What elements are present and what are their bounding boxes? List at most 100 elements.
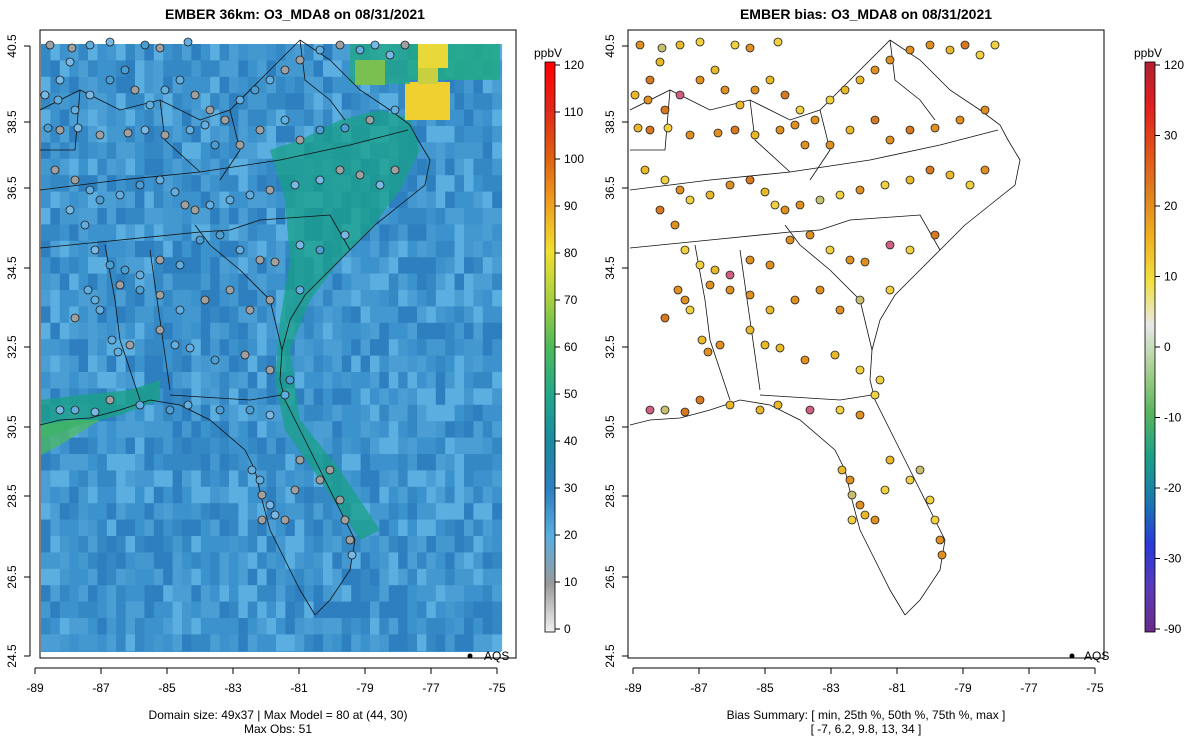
grid-cell bbox=[59, 273, 70, 291]
grid-cell bbox=[219, 44, 230, 61]
obs-site-marker bbox=[135, 400, 145, 410]
grid-cell bbox=[464, 126, 474, 143]
grid-cell bbox=[116, 601, 127, 619]
right-caption-1: Bias Summary: [ min, 25th %, 50th %, 75t… bbox=[726, 708, 1006, 722]
grid-cell bbox=[492, 486, 503, 504]
grid-cell bbox=[454, 273, 465, 291]
grid-cell bbox=[219, 503, 230, 521]
obs-site-marker bbox=[265, 410, 275, 420]
grid-cell bbox=[163, 76, 174, 94]
grid-cell bbox=[266, 339, 277, 357]
grid-cell bbox=[210, 503, 221, 521]
grid-cell bbox=[482, 224, 493, 242]
grid-cell bbox=[464, 290, 474, 307]
grid-cell bbox=[191, 536, 202, 553]
grid-cell bbox=[200, 437, 211, 455]
bias-site-marker bbox=[845, 255, 855, 265]
grid-cell bbox=[238, 175, 249, 193]
grid-cell bbox=[332, 109, 343, 127]
grid-cell bbox=[182, 437, 192, 455]
grid-cell bbox=[379, 404, 390, 422]
grid-cell bbox=[125, 240, 136, 258]
grid-cell bbox=[454, 503, 465, 521]
grid-cell bbox=[41, 372, 51, 389]
grid-cell bbox=[398, 208, 409, 225]
grid-cell bbox=[435, 552, 446, 570]
grid-cell bbox=[200, 175, 211, 193]
grid-cell bbox=[370, 552, 380, 570]
grid-cell bbox=[41, 290, 51, 307]
boundary-line bbox=[629, 229, 821, 249]
grid-cell bbox=[135, 404, 145, 422]
grid-cell bbox=[473, 404, 484, 422]
grid-cell bbox=[97, 76, 108, 94]
colorbar-tick-label: 0 bbox=[564, 622, 571, 636]
grid-cell bbox=[341, 322, 352, 340]
grid-cell bbox=[266, 126, 277, 143]
grid-cell bbox=[144, 76, 155, 94]
obs-site-marker bbox=[135, 270, 145, 280]
grid-cell bbox=[247, 618, 258, 635]
grid-cell bbox=[332, 519, 343, 537]
grid-cell bbox=[313, 421, 324, 439]
grid-cell bbox=[229, 388, 239, 406]
grid-cell bbox=[106, 322, 117, 340]
grid-cell bbox=[125, 290, 136, 307]
grid-cell bbox=[379, 568, 390, 586]
boundary-line bbox=[159, 99, 201, 173]
grid-cell bbox=[41, 470, 51, 488]
grid-cell bbox=[426, 388, 437, 406]
grid-cell bbox=[229, 273, 239, 291]
grid-cell bbox=[144, 372, 155, 389]
grid-cell bbox=[473, 421, 484, 439]
grid-cell bbox=[238, 191, 249, 209]
grid-cell bbox=[238, 421, 249, 439]
grid-cell bbox=[247, 224, 258, 242]
grid-cell bbox=[257, 142, 268, 160]
grid-cell bbox=[88, 503, 98, 521]
grid-cell bbox=[341, 44, 352, 61]
grid-cell bbox=[370, 536, 380, 553]
grid-cell bbox=[41, 536, 51, 553]
grid-cell bbox=[351, 536, 362, 553]
grid-cell bbox=[88, 470, 98, 488]
grid-cell bbox=[247, 634, 258, 652]
grid-cell bbox=[135, 601, 145, 619]
grid-cell bbox=[351, 257, 362, 275]
grid-cell bbox=[238, 568, 249, 586]
bias-site-marker bbox=[915, 465, 925, 475]
grid-cell bbox=[464, 388, 474, 406]
grid-cell bbox=[144, 322, 155, 340]
grid-cell bbox=[135, 536, 145, 553]
grid-cell bbox=[59, 60, 70, 78]
grid-cell bbox=[266, 618, 277, 635]
grid-cell bbox=[78, 44, 89, 61]
grid-cell bbox=[388, 618, 399, 635]
grid-cell bbox=[266, 158, 277, 176]
bias-site-marker bbox=[990, 40, 1000, 50]
grid-cell bbox=[435, 175, 446, 193]
grid-cell bbox=[313, 322, 324, 340]
grid-cell bbox=[59, 454, 70, 471]
grid-cell bbox=[285, 503, 296, 521]
grid-cell bbox=[238, 339, 249, 357]
grid-cell bbox=[454, 339, 465, 357]
grid-cell bbox=[323, 76, 333, 94]
grid-cell bbox=[304, 76, 315, 94]
grid-cell bbox=[473, 634, 484, 652]
grid-cell bbox=[163, 618, 174, 635]
grid-cell bbox=[266, 634, 277, 652]
grid-cell bbox=[247, 93, 258, 111]
grid-cell bbox=[435, 601, 446, 619]
grid-cell bbox=[41, 519, 51, 537]
grid-cell bbox=[360, 76, 371, 94]
grid-cell bbox=[473, 93, 484, 111]
grid-cell bbox=[238, 519, 249, 537]
grid-cell bbox=[97, 257, 108, 275]
obs-site-marker bbox=[43, 123, 53, 133]
grid-cell bbox=[304, 519, 315, 537]
grid-cell bbox=[454, 191, 465, 209]
grid-cell bbox=[323, 601, 333, 619]
grid-cell bbox=[172, 322, 183, 340]
